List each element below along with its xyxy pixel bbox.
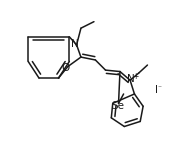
Text: O: O xyxy=(61,63,69,73)
Text: N: N xyxy=(71,39,79,49)
Text: I: I xyxy=(155,85,158,95)
Text: N: N xyxy=(127,74,135,84)
Text: Se: Se xyxy=(111,101,124,111)
Text: +: + xyxy=(132,72,139,81)
Text: ⁻: ⁻ xyxy=(157,84,162,93)
